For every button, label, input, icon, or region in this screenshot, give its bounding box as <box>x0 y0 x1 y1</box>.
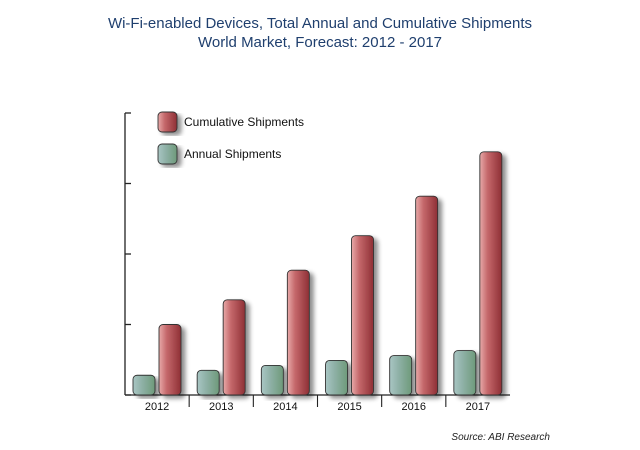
x-tick-label: 2017 <box>466 401 490 413</box>
chart-axes <box>124 112 510 407</box>
chart-bars <box>132 151 503 396</box>
bar-annual-2014 <box>260 364 284 396</box>
legend-swatch-cumulative <box>157 111 178 133</box>
legend-label: Cumulative Shipments <box>184 115 304 129</box>
bar-cumulative-2012 <box>158 324 182 396</box>
bar-annual-2017 <box>453 350 477 396</box>
x-tick-label: 2016 <box>402 401 426 413</box>
chart-legend: Cumulative Shipments Annual Shipments <box>157 111 304 165</box>
bar-cumulative-2015 <box>351 235 374 396</box>
bar-cumulative-2017 <box>479 151 503 396</box>
bar-annual-2013 <box>196 369 220 396</box>
bar-annual-2015 <box>325 360 348 396</box>
x-tick-label: 2013 <box>209 401 233 413</box>
source-note: Source: ABI Research <box>451 432 550 443</box>
chart-title: Wi-Fi-enabled Devices, Total Annual and … <box>107 15 533 32</box>
chart-subtitle: World Market, Forecast: 2012 - 2017 <box>198 34 442 51</box>
bar-cumulative-2014 <box>286 269 310 396</box>
legend-swatch-annual <box>157 143 178 165</box>
bar-annual-2012 <box>132 374 156 396</box>
legend-label: Annual Shipments <box>184 147 281 161</box>
bar-annual-2016 <box>389 355 413 396</box>
x-tick-label: 2014 <box>273 401 297 413</box>
x-tick-labels: 2012 2013 2014 2015 2016 2017 <box>145 401 490 413</box>
bar-cumulative-2013 <box>222 299 246 396</box>
x-tick-label: 2012 <box>145 401 169 413</box>
x-tick-label: 2015 <box>337 401 361 413</box>
bar-cumulative-2016 <box>415 195 439 396</box>
